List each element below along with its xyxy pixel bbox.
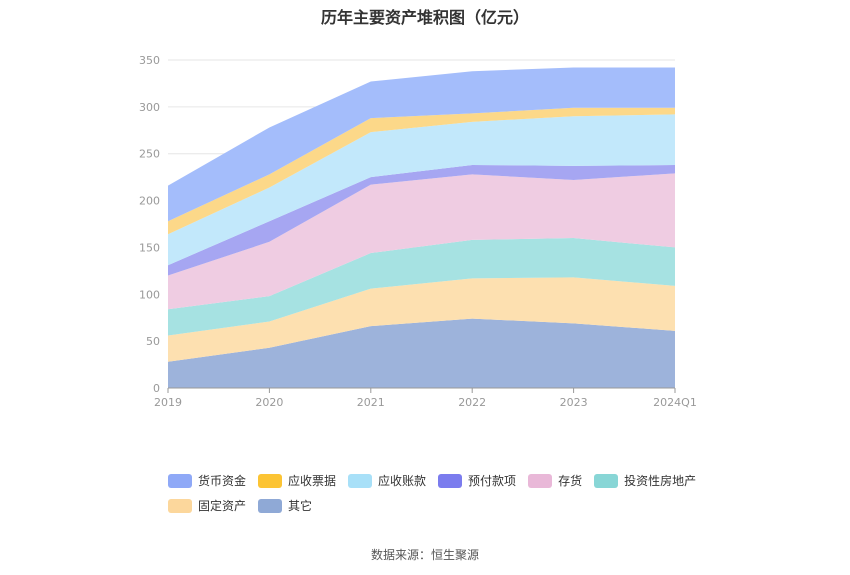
legend-item[interactable]: 固定资产 (168, 497, 246, 514)
legend-swatch (168, 473, 192, 488)
legend-item[interactable]: 投资性房地产 (594, 472, 696, 489)
legend-item[interactable]: 应收账款 (348, 472, 426, 489)
legend-label: 投资性房地产 (624, 474, 697, 488)
axes: 0 50 100 150 200 250 300 350 2019 2020 2021 2022 202… (139, 54, 697, 409)
legend: 货币资金 应收票据 应收账款 预付款项 存货 投资性房地产固定资产 其它 (168, 472, 728, 522)
legend-label: 应收账款 (378, 474, 427, 488)
legend-label: 存货 (558, 474, 583, 488)
legend-swatch (258, 498, 283, 513)
area-3 (168, 173, 675, 310)
legend-swatch (258, 473, 283, 488)
area-2 (168, 238, 675, 336)
area-7 (168, 67, 675, 222)
legend-swatch (594, 473, 619, 488)
legend-label: 其它 (288, 499, 313, 513)
area-series (168, 67, 675, 388)
legend-label: 预付款项 (468, 474, 517, 488)
legend-item[interactable]: 货币资金 (168, 472, 246, 489)
y-tick-label: 300 (139, 101, 160, 114)
legend-item[interactable]: 存货 (528, 472, 582, 489)
y-tick-label: 100 (139, 288, 160, 301)
x-tick-label: 2021 (357, 396, 385, 409)
y-tick-label: 250 (139, 148, 160, 161)
x-tick-label: 2022 (458, 396, 486, 409)
legend-swatch (348, 473, 373, 488)
legend-label: 货币资金 (198, 474, 247, 488)
x-tick-label: 2023 (560, 396, 588, 409)
stacked-area-chart: 0 50 100 150 200 250 300 350 2019 2020 2021 2022 202… (139, 54, 697, 409)
x-tick-label: 2019 (154, 396, 182, 409)
area-4 (168, 164, 675, 276)
chart-title: 历年主要资产堆积图（亿元） (320, 8, 529, 27)
data-source: 数据来源：恒生聚源 (370, 548, 479, 562)
y-tick-label: 150 (139, 241, 160, 254)
area-5 (168, 114, 675, 266)
y-tick-label: 200 (139, 195, 160, 208)
x-tick-label: 2020 (255, 396, 283, 409)
legend-swatch (168, 498, 192, 513)
x-tick-label: 2024Q1 (653, 396, 697, 409)
y-tick-label: 350 (139, 54, 160, 67)
area-1 (168, 277, 675, 362)
y-tick-label: 50 (146, 335, 160, 348)
legend-item[interactable]: 应收票据 (258, 472, 336, 489)
area-0 (168, 318, 675, 388)
legend-swatch (438, 473, 463, 488)
legend-swatch (528, 473, 553, 488)
y-tick-label: 0 (153, 382, 160, 395)
legend-label: 应收票据 (288, 474, 337, 488)
legend-item[interactable]: 其它 (258, 497, 312, 514)
legend-label: 固定资产 (198, 499, 247, 513)
legend-item[interactable]: 预付款项 (438, 472, 516, 489)
